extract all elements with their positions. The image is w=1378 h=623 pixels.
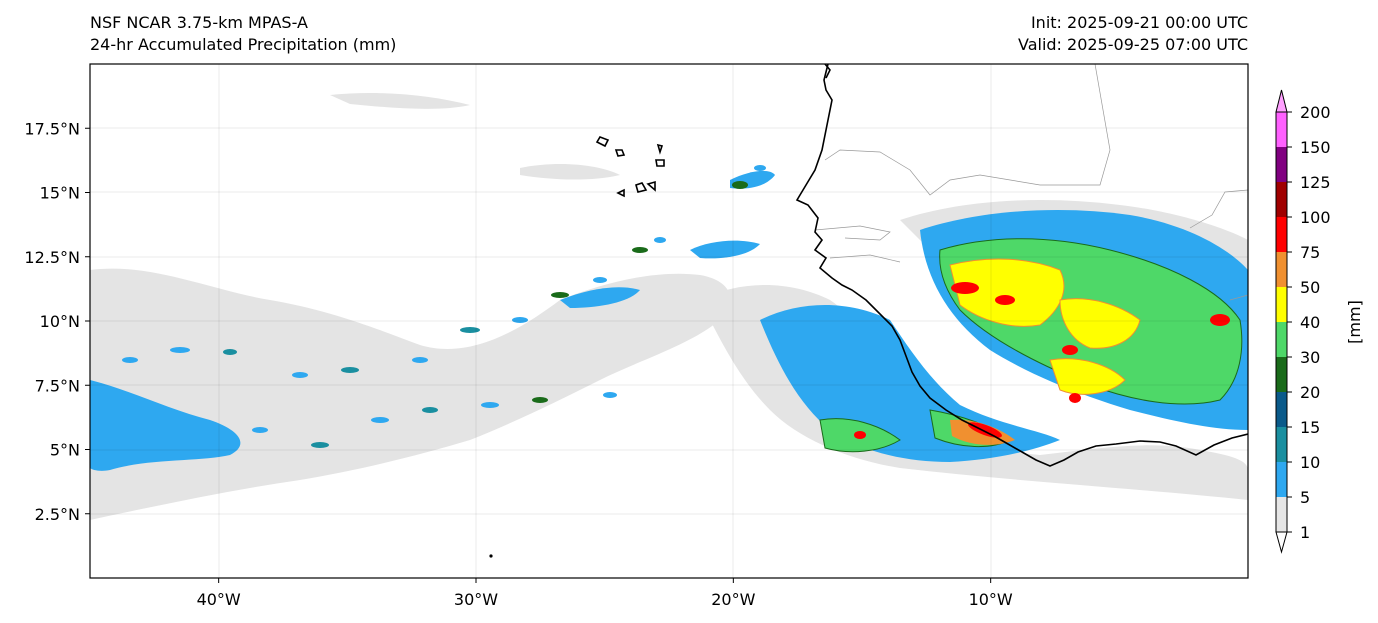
colorbar-label: 20 <box>1300 383 1320 402</box>
colorbar-label: 15 <box>1300 418 1320 437</box>
colorbar-unit-label: [mm] <box>1345 300 1364 344</box>
colorbar-label: 10 <box>1300 453 1320 472</box>
lat-axis: 2.5°N 5°N 7.5°N 10°N 12.5°N 15°N 17.5°N <box>24 119 90 524</box>
colorbar-label: 75 <box>1300 243 1320 262</box>
colorbar-label: 100 <box>1300 208 1331 227</box>
lon-tick-label: 40°W <box>197 590 241 609</box>
colorbar-label: 5 <box>1300 488 1310 507</box>
colorbar-label: 1 <box>1300 523 1310 542</box>
colorbar-segment <box>1276 112 1287 147</box>
lat-tick-label: 12.5°N <box>24 248 80 267</box>
map-canvas <box>90 64 1248 578</box>
lat-tick-label: 7.5°N <box>35 376 80 395</box>
colorbar-label: 40 <box>1300 313 1320 332</box>
lat-tick-label: 15°N <box>40 184 80 203</box>
lon-axis: 40°W 30°W 20°W 10°W <box>197 578 1013 609</box>
colorbar-under-extend <box>1275 531 1288 554</box>
gridlines <box>90 64 1248 578</box>
colorbar-segment <box>1276 322 1287 357</box>
colorbar-label: 50 <box>1300 278 1320 297</box>
precip-scattered-cells <box>122 165 766 448</box>
lat-tick-label: 5°N <box>50 441 80 460</box>
lat-tick-label: 17.5°N <box>24 119 80 138</box>
coastline <box>595 64 1248 467</box>
colorbar-label: 200 <box>1300 103 1331 122</box>
lon-tick-label: 30°W <box>454 590 498 609</box>
island-dot <box>489 554 493 558</box>
lat-tick-label: 10°N <box>40 312 80 331</box>
colorbar-segment <box>1276 357 1287 392</box>
colorbar-segment <box>1276 392 1287 427</box>
colorbar-segment <box>1276 147 1287 182</box>
lon-tick-label: 20°W <box>711 590 755 609</box>
colorbar-label: 125 <box>1300 173 1331 192</box>
title-init-time: Init: 2025-09-21 00:00 UTC <box>1030 13 1248 32</box>
colorbar-segment <box>1276 182 1287 217</box>
colorbar-label: 150 <box>1300 138 1331 157</box>
title-field: 24-hr Accumulated Precipitation (mm) <box>90 35 397 54</box>
colorbar-label: 30 <box>1300 348 1320 367</box>
lat-tick-label: 2.5°N <box>35 505 80 524</box>
lon-tick-label: 10°W <box>969 590 1013 609</box>
country-borders <box>814 64 1248 301</box>
colorbar-segment <box>1276 427 1287 462</box>
colorbar-segment <box>1276 462 1287 497</box>
title-model: NSF NCAR 3.75-km MPAS-A <box>90 13 308 32</box>
colorbar-segment <box>1276 497 1287 532</box>
colorbar-segment <box>1276 252 1287 287</box>
colorbar-segment <box>1276 287 1287 322</box>
colorbar-segment <box>1276 217 1287 252</box>
precip-red-cores <box>854 282 1230 439</box>
title-valid-time: Valid: 2025-09-25 07:00 UTC <box>1017 35 1248 54</box>
colorbar-over-extend <box>1275 89 1288 113</box>
